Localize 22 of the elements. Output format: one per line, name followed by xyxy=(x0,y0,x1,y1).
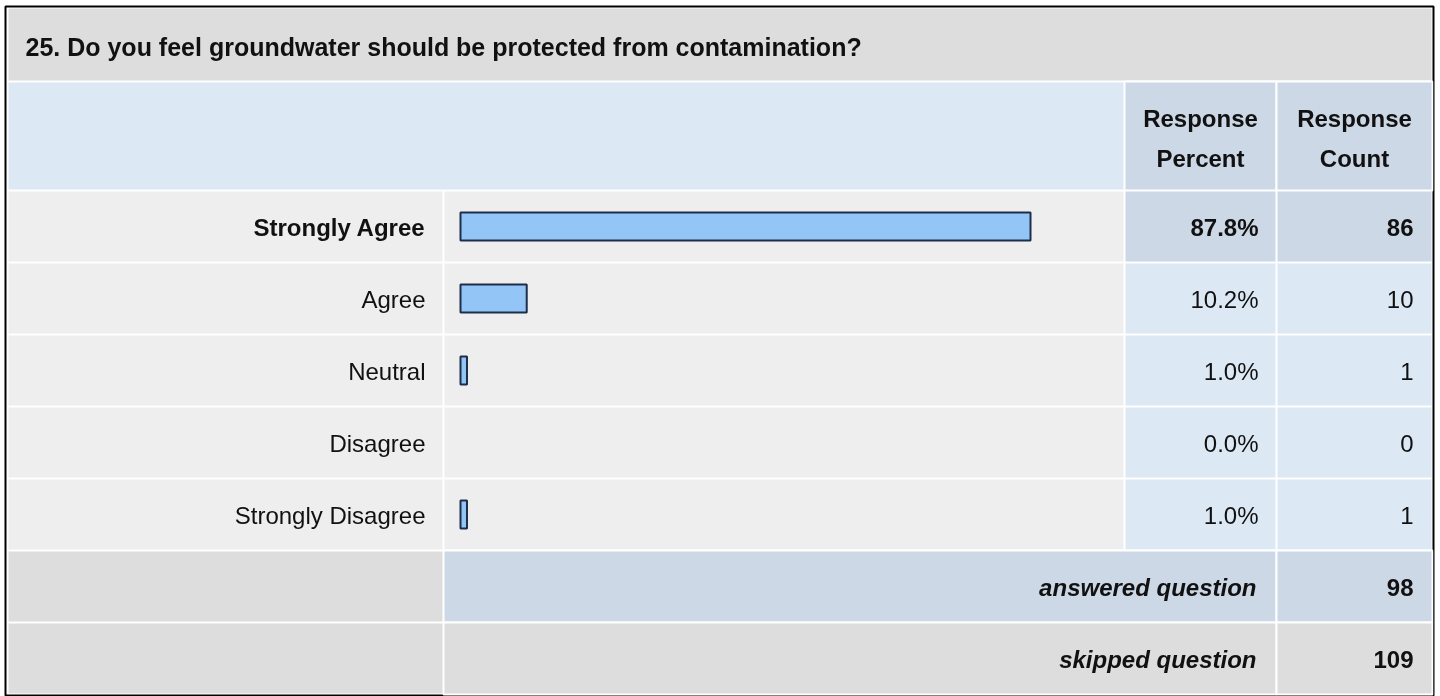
text: 98 xyxy=(1386,574,1414,601)
y-tick-label: Neutral xyxy=(348,358,426,385)
text: answered question xyxy=(1039,574,1257,601)
y-tick-label: Strongly Agree xyxy=(253,214,425,241)
text: 86 xyxy=(1386,214,1414,241)
text: 109 xyxy=(1373,646,1414,673)
data-label: 1.0% xyxy=(1203,358,1259,385)
text: Response Count xyxy=(1297,104,1412,173)
y-tick-label: Disagree xyxy=(329,430,426,457)
data-label: 10.2% xyxy=(1190,286,1259,313)
text: 1 xyxy=(1400,358,1414,385)
text: Response Percent xyxy=(1143,104,1258,173)
y-tick-label: Agree xyxy=(361,286,426,313)
data-label: 87.8% xyxy=(1190,214,1259,241)
chart-title: 25. Do you feel groundwater should be protected from contamination? xyxy=(25,32,862,61)
data-label: 1.0% xyxy=(1203,502,1259,529)
text: 1 xyxy=(1400,502,1414,529)
y-tick-label: Strongly Disagree xyxy=(234,502,426,529)
text: skipped question xyxy=(1059,646,1257,673)
data-label: 0.0% xyxy=(1203,430,1259,457)
text: 0 xyxy=(1400,430,1414,457)
text: 10 xyxy=(1386,286,1414,313)
